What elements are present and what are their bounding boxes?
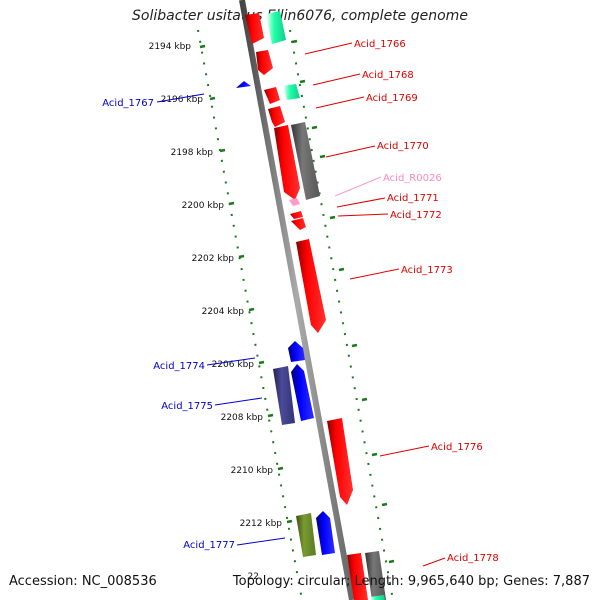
gene-navy bbox=[273, 366, 295, 425]
genome-backbone bbox=[239, 0, 355, 600]
accession-text: Accession: NC_008536 bbox=[9, 574, 157, 589]
gene-label-acid-1778[interactable]: Acid_1778 bbox=[447, 553, 499, 564]
gene-label-acid-1769[interactable]: Acid_1769 bbox=[366, 93, 418, 104]
coord-label: 22 bbox=[248, 572, 259, 582]
gene-olive bbox=[296, 513, 316, 557]
coord-label: 2194 kbp bbox=[149, 42, 192, 52]
gene-label-acid-1776[interactable]: Acid_1776 bbox=[431, 442, 483, 453]
gene-label-acid-1773[interactable]: Acid_1773 bbox=[401, 265, 453, 276]
coord-label: 2212 kbp bbox=[240, 519, 283, 529]
gene-acid-1772 bbox=[291, 218, 306, 230]
gene-label-acid-1775[interactable]: Acid_1775 bbox=[161, 401, 213, 412]
gene-acid-1771 bbox=[290, 211, 303, 219]
gene-acid-1773 bbox=[296, 239, 326, 333]
gene-label-acid-r0026[interactable]: Acid_R0026 bbox=[383, 173, 442, 184]
gene-label-acid-1772[interactable]: Acid_1772 bbox=[390, 210, 442, 221]
gene-label-acid-1774[interactable]: Acid_1774 bbox=[153, 361, 205, 372]
coord-label: 2202 kbp bbox=[192, 254, 235, 264]
gene-label-acid-1768[interactable]: Acid_1768 bbox=[362, 70, 414, 81]
map-title: Solibacter usitatus Ellin6076, complete … bbox=[132, 8, 468, 24]
coord-label: 2208 kbp bbox=[221, 413, 264, 423]
coord-label: 2198 kbp bbox=[171, 148, 214, 158]
gene-acid-1770-gray bbox=[291, 122, 320, 200]
gene-acid-1778-gray bbox=[365, 551, 386, 600]
gene-cyan-bottom bbox=[370, 595, 385, 600]
gene-label-acid-1777[interactable]: Acid_1777 bbox=[183, 540, 235, 551]
gene-acid-1767 bbox=[236, 81, 251, 88]
gene-label-acid-1771[interactable]: Acid_1771 bbox=[387, 193, 439, 204]
coord-label: 2206 kbp bbox=[212, 360, 255, 370]
gene-label-acid-1767[interactable]: Acid_1767 bbox=[102, 98, 154, 109]
gene-acid-1765 bbox=[245, 13, 264, 44]
gene-acid-1769 bbox=[268, 106, 285, 127]
coord-label: 2204 kbp bbox=[202, 307, 245, 317]
gene-acid-1776 bbox=[327, 418, 353, 505]
gene-acid-1766 bbox=[256, 50, 273, 75]
gene-label-acid-1770[interactable]: Acid_1770 bbox=[377, 141, 429, 152]
coord-label: 2210 kbp bbox=[231, 466, 274, 476]
gene-acid-1778-red bbox=[347, 553, 368, 600]
gene-acid-1770-red bbox=[274, 125, 300, 200]
gene-features bbox=[236, 11, 386, 600]
coord-label: 2200 kbp bbox=[182, 201, 225, 211]
gene-cyan-top bbox=[266, 11, 286, 44]
scale-ticks bbox=[199, 44, 293, 524]
right-track-ticks bbox=[291, 39, 395, 564]
rna-acid-r0026 bbox=[289, 198, 300, 206]
coord-label: 2196 kbp bbox=[161, 95, 204, 105]
gene-acid-1777 bbox=[316, 511, 335, 555]
gene-acid-1768 bbox=[264, 87, 280, 104]
topology-summary: Topology: circular; Length: 9,965,640 bp… bbox=[232, 574, 590, 589]
gene-label-acid-1766[interactable]: Acid_1766 bbox=[354, 39, 406, 50]
gene-acid-1775 bbox=[291, 364, 314, 421]
gene-acid-1774 bbox=[288, 341, 305, 362]
gene-cyan-2 bbox=[283, 84, 300, 100]
right-label-connectors bbox=[304, 42, 446, 567]
left-label-connectors bbox=[156, 93, 286, 546]
